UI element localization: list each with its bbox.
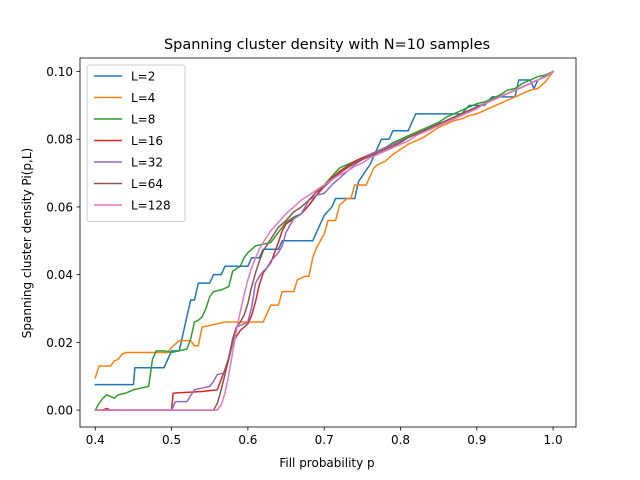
legend: L=2 L=4 L=8 L=16 L=32 L=64 L=128 [86,64,186,222]
legend-label: L=2 [131,70,155,84]
x-tick-label: 0.5 [162,433,181,447]
x-tick-label: 0.6 [238,433,257,447]
y-axis-label: Spanning cluster density Pi(p,L) [20,148,34,338]
plot-frame [79,57,577,428]
x-tick-label: 0.7 [315,433,334,447]
legend-label: L=4 [131,91,155,105]
y-tick-label: 0.08 [46,133,73,147]
legend-label: L=8 [131,113,155,127]
series-line-l-8 [94,70,555,412]
legend-label: L=32 [131,156,163,170]
y-axis-ticks: 0.00 0.02 0.04 0.06 0.08 0.10 [46,65,80,418]
y-tick-label: 0.10 [46,65,73,79]
x-axis-label: Fill probability p [279,456,374,470]
y-tick-label: 0.04 [46,268,73,282]
legend-label: L=16 [131,134,163,148]
x-tick-label: 1.0 [544,433,563,447]
legend-label: L=64 [131,177,163,191]
x-tick-label: 0.9 [467,433,486,447]
y-tick-label: 0.02 [46,336,73,350]
x-axis-ticks: 0.4 0.5 0.6 0.7 0.8 0.9 1.0 [86,427,563,447]
series-line-l-128 [94,70,555,411]
y-tick-label: 0.00 [46,404,73,418]
legend-label: L=128 [131,199,171,213]
x-tick-label: 0.8 [391,433,410,447]
series-line-l-4 [94,70,555,379]
chart-title: Spanning cluster density with N=10 sampl… [164,37,490,53]
legend-box [86,64,186,222]
x-tick-label: 0.4 [86,433,105,447]
y-tick-label: 0.06 [46,200,73,214]
